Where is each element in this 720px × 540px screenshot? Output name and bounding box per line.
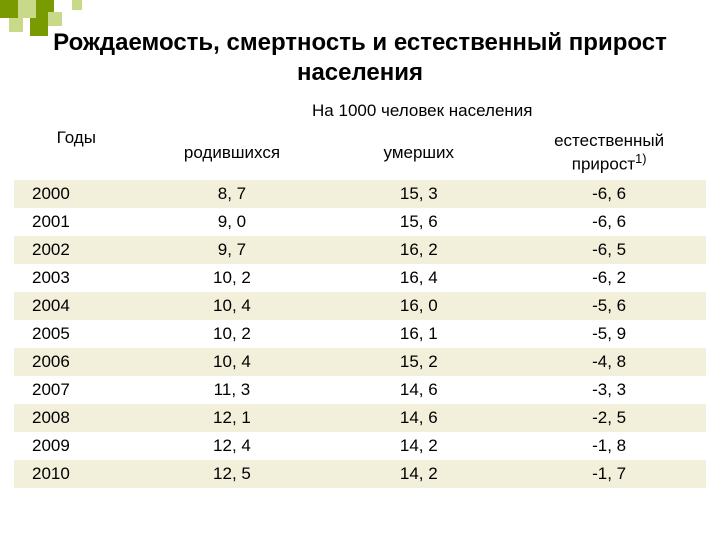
cell-died: 16, 0 [325, 292, 512, 320]
cell-born: 9, 0 [139, 208, 326, 236]
table-row: 201012, 514, 2-1, 7 [14, 460, 706, 488]
header-natural: естественный прирост1) [512, 126, 706, 180]
cell-year: 2009 [14, 432, 139, 460]
population-table-container: Годы На 1000 человек населения родившихс… [0, 96, 720, 488]
cell-born: 12, 5 [139, 460, 326, 488]
deco-square [18, 0, 36, 18]
header-per1000: На 1000 человек населения [139, 96, 706, 126]
cell-born: 9, 7 [139, 236, 326, 264]
cell-natural: -1, 7 [512, 460, 706, 488]
corner-decoration [0, 0, 140, 40]
cell-died: 16, 2 [325, 236, 512, 264]
cell-natural: -6, 6 [512, 180, 706, 208]
header-died: умерших [325, 126, 512, 180]
cell-natural: -5, 6 [512, 292, 706, 320]
table-row: 200912, 414, 2-1, 8 [14, 432, 706, 460]
table-row: 200310, 216, 4-6, 2 [14, 264, 706, 292]
cell-died: 16, 4 [325, 264, 512, 292]
cell-natural: -5, 9 [512, 320, 706, 348]
cell-year: 2007 [14, 376, 139, 404]
table-row: 200610, 415, 2-4, 8 [14, 348, 706, 376]
cell-year: 2004 [14, 292, 139, 320]
cell-died: 15, 3 [325, 180, 512, 208]
cell-year: 2010 [14, 460, 139, 488]
cell-year: 2005 [14, 320, 139, 348]
table-row: 200812, 114, 6-2, 5 [14, 404, 706, 432]
cell-died: 14, 2 [325, 432, 512, 460]
header-years: Годы [14, 96, 139, 180]
cell-year: 2002 [14, 236, 139, 264]
cell-natural: -6, 2 [512, 264, 706, 292]
header-born: родившихся [139, 126, 326, 180]
cell-born: 10, 4 [139, 292, 326, 320]
cell-natural: -2, 5 [512, 404, 706, 432]
deco-square [9, 18, 23, 32]
table-row: 20008, 715, 3-6, 6 [14, 180, 706, 208]
cell-natural: -3, 3 [512, 376, 706, 404]
cell-year: 2000 [14, 180, 139, 208]
cell-born: 11, 3 [139, 376, 326, 404]
cell-died: 14, 2 [325, 460, 512, 488]
cell-died: 14, 6 [325, 376, 512, 404]
cell-died: 14, 6 [325, 404, 512, 432]
cell-year: 2006 [14, 348, 139, 376]
cell-born: 8, 7 [139, 180, 326, 208]
cell-natural: -1, 8 [512, 432, 706, 460]
deco-square [72, 0, 82, 10]
cell-year: 2008 [14, 404, 139, 432]
cell-died: 15, 2 [325, 348, 512, 376]
population-table: Годы На 1000 человек населения родившихс… [14, 96, 706, 488]
table-row: 20019, 015, 6-6, 6 [14, 208, 706, 236]
cell-natural: -6, 6 [512, 208, 706, 236]
cell-year: 2003 [14, 264, 139, 292]
cell-natural: -4, 8 [512, 348, 706, 376]
cell-born: 10, 2 [139, 264, 326, 292]
deco-square [0, 0, 18, 18]
cell-born: 10, 2 [139, 320, 326, 348]
table-row: 200410, 416, 0-5, 6 [14, 292, 706, 320]
cell-died: 16, 1 [325, 320, 512, 348]
cell-natural: -6, 5 [512, 236, 706, 264]
deco-square [48, 12, 62, 26]
table-row: 200711, 314, 6-3, 3 [14, 376, 706, 404]
cell-year: 2001 [14, 208, 139, 236]
table-row: 20029, 716, 2-6, 5 [14, 236, 706, 264]
cell-born: 10, 4 [139, 348, 326, 376]
cell-born: 12, 1 [139, 404, 326, 432]
deco-square [30, 18, 48, 36]
table-body: 20008, 715, 3-6, 620019, 015, 6-6, 62002… [14, 180, 706, 488]
cell-born: 12, 4 [139, 432, 326, 460]
table-row: 200510, 216, 1-5, 9 [14, 320, 706, 348]
cell-died: 15, 6 [325, 208, 512, 236]
